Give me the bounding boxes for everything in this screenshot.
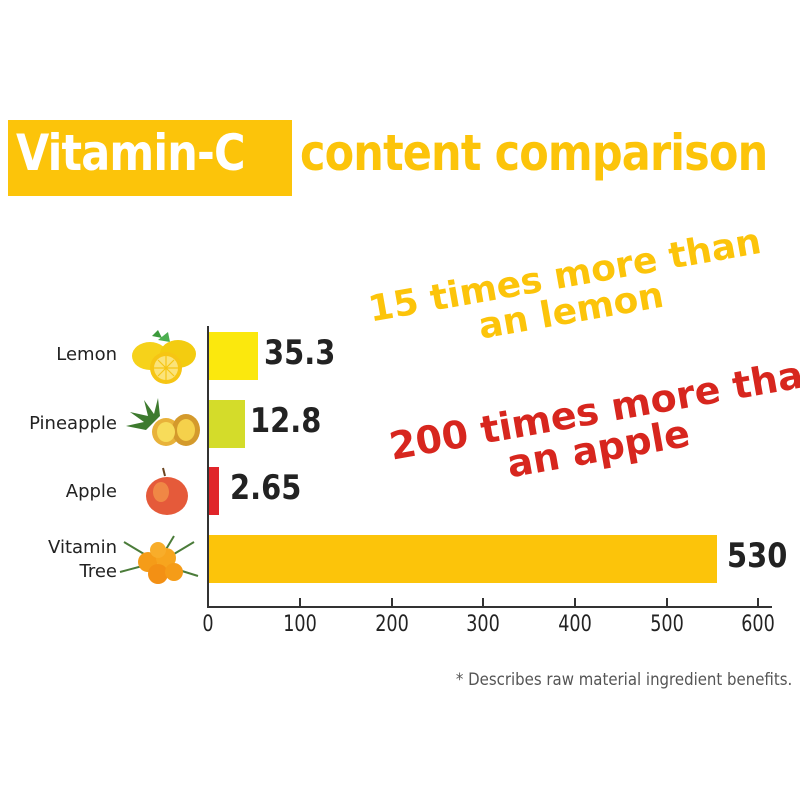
- x-tick-label-100: 100: [283, 612, 317, 637]
- x-tick-label-0: 0: [202, 612, 214, 637]
- value-label-apple: 2.65: [230, 468, 302, 508]
- bar-vitamin-tree: [209, 535, 717, 583]
- x-tick-label-300: 300: [466, 612, 500, 637]
- category-label-pineapple: Pineapple: [29, 413, 117, 434]
- value-label-lemon: 35.3: [264, 333, 336, 373]
- x-tick-500: [666, 598, 668, 607]
- lemon-icon: [132, 330, 196, 384]
- x-tick-400: [574, 598, 576, 607]
- pineapple-icon: [126, 398, 200, 446]
- category-label-vitamin-tree: Vitamin Tree: [48, 537, 117, 582]
- category-label-apple: Apple: [65, 481, 117, 502]
- x-tick-100: [299, 598, 301, 607]
- x-tick-200: [391, 598, 393, 607]
- footnote: * Describes raw material ingredient bene…: [455, 670, 792, 690]
- value-label-vitamin-tree: 530: [727, 536, 788, 576]
- callout-apple: 200 times more than an apple: [386, 348, 800, 503]
- value-label-pineapple: 12.8: [250, 401, 322, 441]
- bar-lemon: [209, 332, 258, 380]
- x-tick-label-600: 600: [741, 612, 775, 637]
- x-tick-label-400: 400: [558, 612, 592, 637]
- x-axis: [207, 606, 772, 608]
- x-tick-300: [482, 598, 484, 607]
- category-label-lemon: Lemon: [56, 344, 117, 365]
- x-tick-label-200: 200: [375, 612, 409, 637]
- x-tick-label-500: 500: [650, 612, 684, 637]
- bar-pineapple: [209, 400, 245, 448]
- y-axis: [207, 326, 209, 608]
- callout-lemon: 15 times more than an lemon: [365, 221, 771, 364]
- title-highlight-box: [8, 120, 292, 196]
- title-highlight: Vitamin-C: [16, 124, 246, 182]
- x-tick-600: [757, 598, 759, 607]
- sea-buckthorn-icon: [119, 535, 199, 584]
- apple-icon: [146, 467, 188, 515]
- bar-apple: [209, 467, 219, 515]
- title-rest: content comparison: [300, 124, 768, 182]
